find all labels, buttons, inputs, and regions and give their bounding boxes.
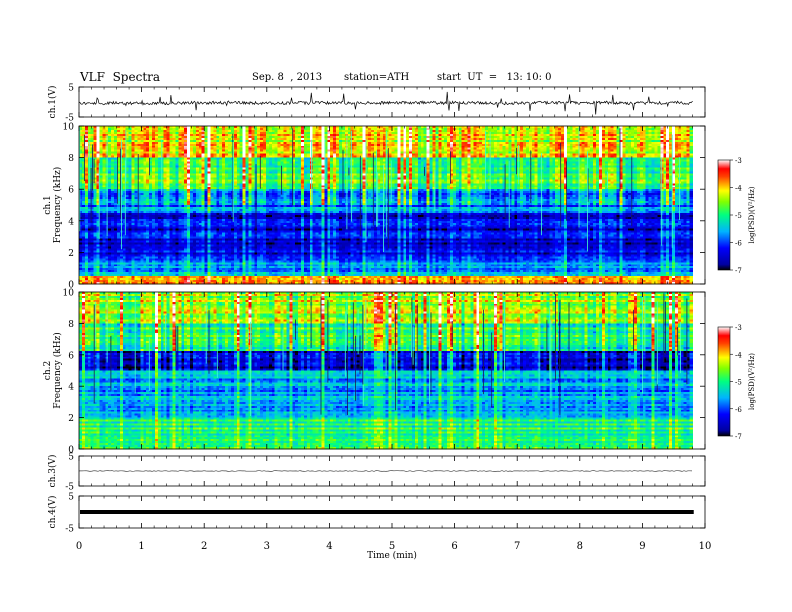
- ch1-waveform-panel: 5-5ch.1(V): [47, 84, 705, 124]
- y-tick-label: 5: [68, 84, 74, 94]
- waveform-line: [79, 92, 693, 115]
- spectrogram-cells: [79, 126, 693, 284]
- vlf-spectra-figure: 5-5ch.1(V)-3-4-5-6-7log(PSD)(V²/Hz)02468…: [0, 0, 792, 612]
- y-axis-label: ch.1(V): [47, 86, 58, 119]
